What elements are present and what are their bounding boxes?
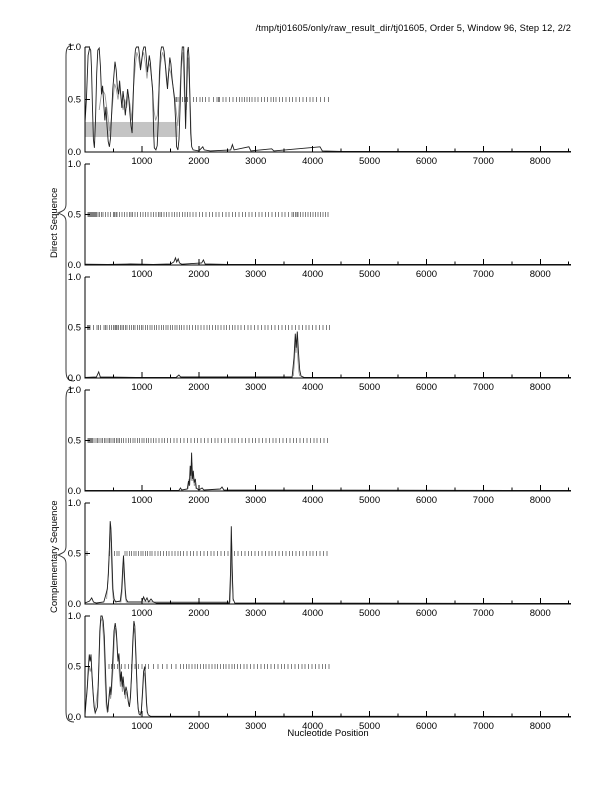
y-tick-label: 0.5: [68, 323, 81, 334]
x-tick-label: 4000: [302, 721, 323, 732]
x-tick-label: 4000: [302, 495, 323, 506]
x-tick-label: 7000: [473, 608, 494, 619]
x-tick-label: 3000: [245, 382, 266, 393]
x-tick-label: 3000: [245, 156, 266, 167]
panel-direct-frame-1: 0.0 0.5 1.0 1000 2000 3000 4000 5000 6000 7000 800…: [68, 42, 571, 167]
panel-complementary-frame-3: 0.0 0.5 1.0 1000 2000 3000 4000 5000 6000 7000 800…: [68, 611, 572, 732]
y-tick-label: 1.0: [68, 611, 81, 622]
probability-curve: [85, 452, 572, 491]
x-tick-label: 1000: [131, 382, 152, 393]
direct-sequence-label: Direct Sequence: [49, 187, 60, 258]
x-tick-label: 5000: [359, 608, 380, 619]
x-tick-label: 8000: [530, 495, 551, 506]
x-tick-label: 7000: [473, 269, 494, 280]
x-tick-label: 4000: [302, 382, 323, 393]
x-tick-label: 6000: [416, 269, 437, 280]
x-tick-label: 8000: [530, 721, 551, 732]
y-tick-label: 0.5: [68, 210, 81, 221]
x-tick-label: 6000: [416, 156, 437, 167]
panel-direct-frame-3: 0.0 0.5 1.0 1000 2000 3000 4000 5000 6000 7000 800…: [68, 272, 572, 393]
y-tick-label: 0.5: [68, 436, 81, 447]
y-tick-label: 0.0: [68, 599, 81, 610]
x-tick-label: 3000: [245, 721, 266, 732]
x-tick-label: 7000: [473, 382, 494, 393]
x-tick-label: 3000: [245, 608, 266, 619]
x-tick-label: 8000: [530, 382, 551, 393]
complementary-sequence-label: Complementary Sequence: [49, 500, 60, 613]
codon-marks: [87, 438, 328, 443]
x-tick-label: 7000: [473, 495, 494, 506]
panel-complementary-frame-2: 0.0 0.5 1.0 1000 2000 3000 4000 5000 6000 7000 800…: [68, 498, 572, 619]
x-tick-label: 2000: [188, 721, 209, 732]
axes: [84, 390, 571, 492]
y-tick-label: 0.0: [68, 486, 81, 497]
x-tick-label: 1000: [131, 608, 152, 619]
x-tick-label: 5000: [359, 269, 380, 280]
x-tick-label: 5000: [359, 382, 380, 393]
y-tick-label: 0.5: [68, 95, 81, 106]
y-tick-label: 0.0: [68, 260, 81, 271]
x-axis-title: Nucleotide Position: [287, 728, 369, 739]
y-tick-label: 1.0: [68, 498, 81, 509]
x-tick-label: 5000: [359, 156, 380, 167]
x-tick-label: 7000: [473, 156, 494, 167]
x-tick-label: 3000: [245, 495, 266, 506]
y-tick-label: 0.0: [68, 147, 81, 158]
x-tick-label: 5000: [359, 495, 380, 506]
x-tick-label: 1000: [131, 495, 152, 506]
y-tick-label: 0.5: [68, 662, 81, 673]
x-tick-label: 8000: [530, 156, 551, 167]
y-tick-label: 1.0: [68, 272, 81, 283]
x-tick-label: 1000: [131, 156, 152, 167]
x-tick-label: 4000: [302, 156, 323, 167]
probability-curve: [84, 521, 572, 604]
axes: [84, 277, 571, 379]
y-tick-label: 1.0: [68, 159, 81, 170]
x-tick-label: 2000: [188, 156, 209, 167]
probability-curve: [84, 46, 571, 152]
codon-marks: [87, 325, 331, 330]
x-tick-label: 2000: [188, 269, 209, 280]
x-tick-label: 8000: [530, 269, 551, 280]
x-tick-label: 8000: [530, 608, 551, 619]
y-tick-label: 0.0: [68, 712, 81, 723]
probability-curve-secondary: [98, 52, 192, 142]
y-tick-label: 0.5: [68, 549, 81, 560]
x-tick-label: 3000: [245, 269, 266, 280]
y-tick-label: 0.0: [68, 373, 81, 384]
direct-sequence-brace: [56, 44, 75, 382]
plot-panels: 0.0 0.5 1.0 1000 2000 3000 4000 5000 6000 7000 800…: [68, 42, 572, 732]
x-tick-label: 1000: [131, 269, 152, 280]
x-tick-label: 2000: [188, 495, 209, 506]
x-tick-label: 6000: [416, 608, 437, 619]
x-tick-label: 1000: [131, 721, 152, 732]
codon-marks: [87, 212, 329, 217]
codon-marks: [86, 551, 328, 556]
x-tick-label: 6000: [416, 495, 437, 506]
x-tick-label: 6000: [416, 382, 437, 393]
codon-marks: [108, 664, 330, 669]
panel-direct-frame-2: 0.0 0.5 1.0 1000 2000 3000 4000 5000 6000 7000 800…: [68, 159, 571, 280]
codon-marks: [175, 97, 330, 102]
y-tick-label: 1.0: [68, 385, 81, 396]
plot-title: /tmp/tj01605/only/raw_result_dir/tj01605…: [255, 23, 571, 33]
x-tick-label: 4000: [302, 608, 323, 619]
x-tick-label: 5000: [359, 721, 380, 732]
x-tick-label: 6000: [416, 721, 437, 732]
probability-curve: [84, 615, 572, 717]
x-tick-label: 2000: [188, 608, 209, 619]
x-tick-label: 7000: [473, 721, 494, 732]
panel-complementary-frame-1: 0.0 0.5 1.0 1000 2000 3000 4000 5000 6000 7000 800…: [68, 385, 572, 506]
y-tick-label: 1.0: [68, 42, 81, 53]
probability-curve: [84, 256, 571, 265]
x-tick-label: 2000: [188, 382, 209, 393]
complementary-sequence-brace: [56, 387, 75, 723]
x-tick-label: 4000: [302, 269, 323, 280]
probability-curve: [84, 331, 572, 378]
